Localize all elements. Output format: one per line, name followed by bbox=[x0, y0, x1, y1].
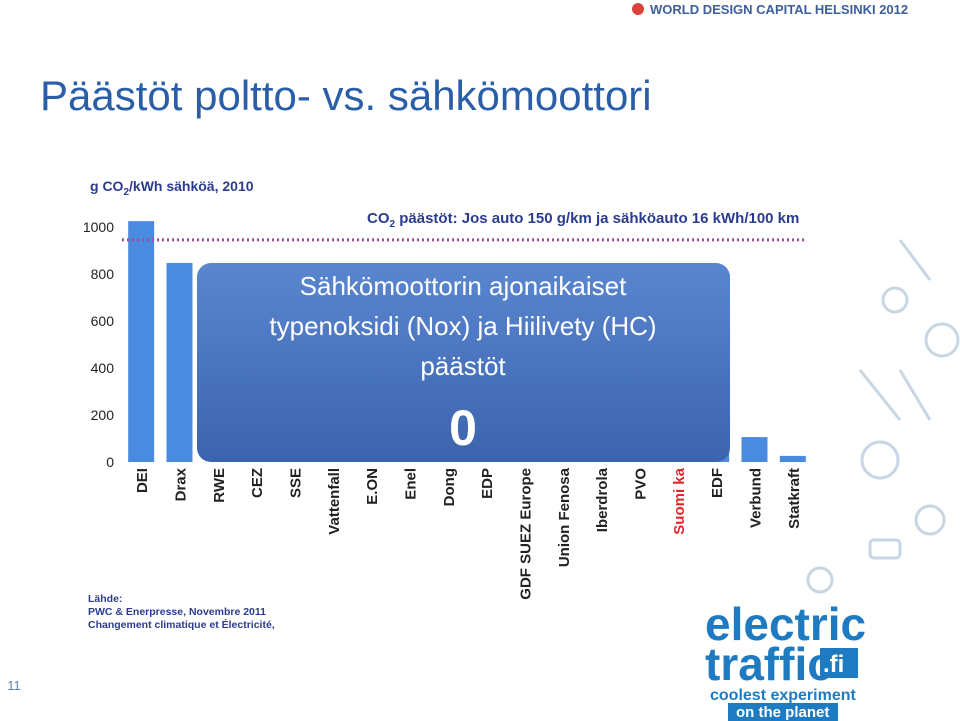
ref-label-part: CO bbox=[367, 210, 390, 227]
bar bbox=[779, 455, 806, 462]
ref-label-sub: 2 bbox=[390, 219, 396, 230]
y-tick-label: 1000 bbox=[83, 219, 114, 235]
x-tick-label: RWE bbox=[211, 468, 228, 503]
x-tick-label: SSE bbox=[288, 468, 305, 498]
x-tick-label: Enel bbox=[403, 468, 420, 500]
x-tick-label: PVO bbox=[633, 468, 650, 500]
x-tick-label: Dong bbox=[441, 468, 458, 506]
x-tick-label: DEI bbox=[134, 468, 151, 493]
slide-title: Päästöt poltto- vs. sähkömoottori bbox=[40, 72, 652, 119]
header: WORLD DESIGN CAPITAL HELSINKI 2012 bbox=[650, 2, 908, 17]
overlay-value: 0 bbox=[449, 400, 477, 456]
x-tick-label: Verbund bbox=[748, 468, 765, 528]
x-tick-label: Union Fenosa bbox=[556, 467, 573, 567]
y-tick-label: 800 bbox=[91, 266, 115, 282]
y-label-part: /kWh sähköä, 2010 bbox=[129, 178, 254, 194]
overlay-text: typenoksidi (Nox) ja Hiilivety (HC) bbox=[269, 311, 656, 341]
x-tick-label: E.ON bbox=[364, 468, 381, 505]
bar bbox=[128, 221, 155, 462]
bar bbox=[741, 437, 768, 462]
x-tick-label: CEZ bbox=[249, 468, 266, 498]
bar bbox=[166, 262, 193, 462]
x-tick-label: GDF SUEZ Europe bbox=[518, 468, 535, 600]
x-tick-label: Vattenfall bbox=[326, 468, 343, 535]
logo-word: traffic bbox=[705, 638, 833, 690]
x-tick-label: EDF bbox=[709, 468, 726, 498]
y-label-sub: 2 bbox=[123, 187, 129, 198]
x-tick-label: Iberdrola bbox=[594, 467, 611, 532]
reference-label: CO2 päästöt: Jos auto 150 g/km ja sähköa… bbox=[367, 210, 799, 230]
y-tick-label: 0 bbox=[106, 454, 114, 470]
x-tick-label: EDP bbox=[479, 468, 496, 499]
chart: 0 200 400 600 800 1000 DEI Drax RWE CEZ SSE Vattenf… bbox=[83, 219, 806, 600]
ref-label-part: päästöt: Jos auto 150 g/km ja sähköauto … bbox=[395, 210, 799, 227]
source: Changement climatique et Électricité, bbox=[88, 618, 275, 631]
source: Lähde: bbox=[88, 593, 122, 605]
x-tick-label: Suomi ka bbox=[671, 467, 688, 534]
overlay-text: Sähkömoottorin ajonaikaiset bbox=[300, 271, 627, 301]
y-label-part: g CO bbox=[90, 178, 124, 194]
x-tick-label: Drax bbox=[173, 467, 190, 501]
y-axis-label: g CO2/kWh sähköä, 2010 bbox=[90, 178, 254, 198]
overlay-text: päästöt bbox=[420, 351, 506, 381]
overlay: Sähkömoottorin ajonaikaiset typenoksidi … bbox=[197, 263, 730, 462]
decor-icons bbox=[806, 239, 960, 594]
logo-suffix: .fi bbox=[823, 651, 844, 678]
x-tick-label: Statkraft bbox=[786, 468, 803, 529]
source: PWC & Enerpresse, Novembre 2011 bbox=[88, 606, 266, 618]
logo-box bbox=[820, 648, 858, 678]
logo: electric traffic .fi coolest experiment … bbox=[705, 598, 866, 721]
logo-tag: coolest experiment bbox=[710, 687, 857, 704]
logo-tag-box bbox=[728, 703, 838, 721]
header-icon bbox=[632, 3, 644, 15]
y-tick-label: 400 bbox=[91, 360, 115, 376]
page-number: 11 bbox=[7, 678, 21, 693]
logo-word: electric bbox=[705, 598, 866, 650]
overlay-box bbox=[197, 263, 730, 462]
y-tick-label: 600 bbox=[91, 313, 115, 329]
y-tick-label: 200 bbox=[91, 407, 115, 423]
logo-tag: on the planet bbox=[736, 704, 829, 721]
